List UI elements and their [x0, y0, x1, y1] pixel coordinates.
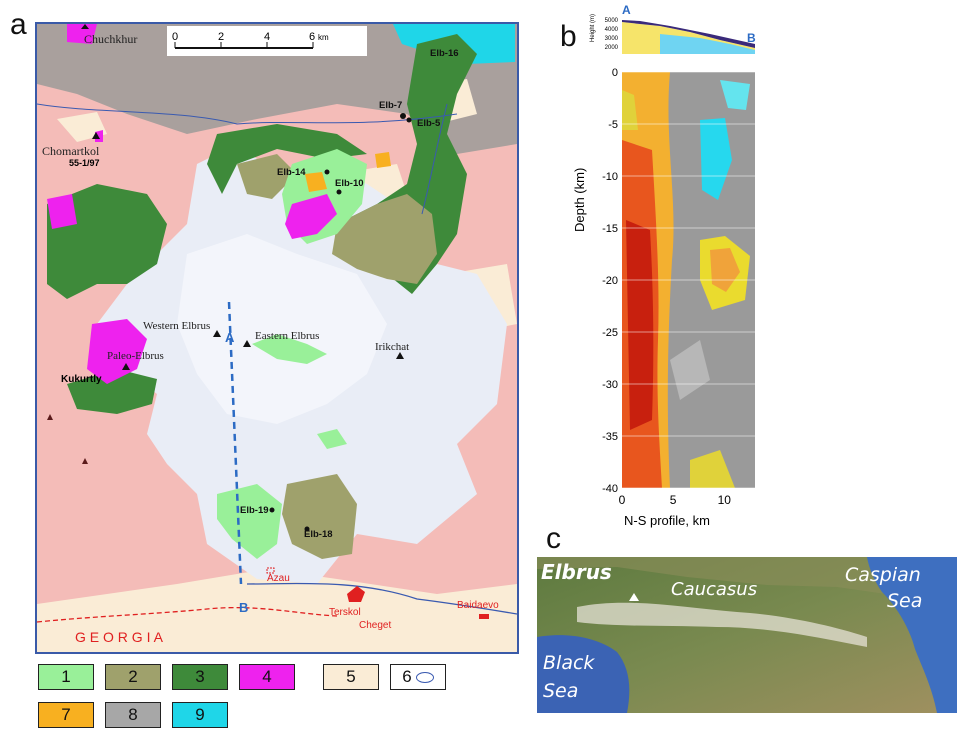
georgia-border: [37, 606, 338, 623]
label-caucasus: Caucasus: [671, 579, 757, 600]
caspian-sea: [867, 557, 957, 713]
peak-paleo-elbrus-icon: [122, 363, 130, 370]
scale-tick-6: 6: [309, 31, 315, 43]
label-caspian-line1: Caspian: [845, 564, 921, 586]
peak-western-elbrus-icon: [213, 330, 221, 337]
label-western-elbrus: Western Elbrus: [143, 320, 210, 332]
chart-profile-end: B: [747, 31, 756, 45]
sample-elb-5: Elb-5: [417, 118, 441, 129]
peak-chuchkhur-icon: [81, 24, 89, 29]
legend-item-6-label: 6: [402, 667, 412, 686]
y-axis-label: Depth (km): [572, 168, 587, 232]
peak-chomartkol-icon: [92, 132, 100, 139]
black-sea: [537, 635, 630, 713]
x-tick-label: 0: [619, 493, 626, 507]
panel-a-letter: a: [10, 8, 27, 41]
town-terskol-marker: [347, 586, 365, 602]
sample-elb-19: Elb-19: [240, 505, 269, 516]
sample-elb-16: Elb-16: [430, 48, 459, 59]
label-kukurtly: Kukurtly: [61, 374, 102, 385]
label-paleo-elbrus: Paleo-Elbrus: [107, 350, 164, 362]
label-elbrus: Elbrus: [541, 560, 612, 584]
elbrus-marker-icon: [629, 593, 639, 601]
legend-item-7: 7: [38, 702, 94, 728]
legend-item-4: 4: [239, 664, 295, 690]
sample-elb-10: Elb-10: [335, 178, 364, 189]
sample-elb-7: Elb-7: [379, 100, 402, 111]
height-axis-label: Height (m): [590, 14, 596, 42]
legend-item-8: 8: [105, 702, 161, 728]
y-tick-label: -10: [602, 171, 618, 183]
y-tick-label: -30: [602, 379, 618, 391]
chart-profile-start: A: [622, 3, 631, 17]
town-terskol: Terskol: [329, 607, 361, 618]
geological-map: A B 0 2 4 6 km Chuchkhur Chomartkol 55-1…: [35, 22, 519, 654]
unit-7-area: [305, 172, 327, 192]
unit-2-area: [332, 194, 437, 284]
height-axis: 5000 4000 3000 2000: [605, 18, 619, 51]
panel-b-letter: b: [560, 20, 577, 53]
y-tick-label: -5: [608, 119, 618, 131]
town-baidaevo-marker: [479, 614, 489, 619]
height-tick-label: 4000: [605, 27, 619, 33]
y-tick-label: -15: [602, 223, 618, 235]
chart-axes: 0-5-10-15-20-25-30-35-400 5 10: [602, 67, 755, 507]
y-tick-label: -25: [602, 327, 618, 339]
y-tick-label: -20: [602, 275, 618, 287]
y-tick-label: -40: [602, 483, 618, 495]
satellite-map: Elbrus Caucasus Caspian Sea Black Sea: [537, 557, 957, 713]
height-tick-label: 2000: [605, 45, 619, 51]
scale-tick-4: 4: [264, 31, 270, 43]
label-black-line2: Sea: [543, 680, 578, 702]
glacier-outline-icon: [415, 671, 434, 683]
unit-4-area: [285, 194, 337, 239]
sample-elb-18: Elb-18: [304, 529, 333, 540]
profile-end-b: B: [239, 600, 248, 615]
legend-item-3: 3: [172, 664, 228, 690]
caucasus-ridge: [577, 602, 867, 647]
legend-item-9: 9: [172, 702, 228, 728]
legend-item-2: 2: [105, 664, 161, 690]
town-cheget: Cheget: [359, 620, 391, 631]
height-tick-label: 3000: [605, 36, 619, 42]
town-azau-marker: [266, 567, 275, 574]
label-caspian-line2: Sea: [887, 590, 922, 612]
y-tick-label: 0: [612, 67, 618, 79]
scale-tick-2: 2: [218, 31, 224, 43]
scale-tick-0: 0: [172, 31, 178, 43]
panel-c-letter: c: [546, 522, 561, 555]
label-georgia: G E O R G I A: [75, 629, 164, 645]
label-eastern-elbrus: Eastern Elbrus: [255, 330, 319, 342]
unit-8-area: [37, 24, 517, 154]
x-tick-label: 10: [718, 493, 732, 507]
town-baidaevo: Baidaevo: [457, 600, 499, 611]
x-tick-label: 5: [670, 493, 677, 507]
label-irikchat: Irikchat: [375, 341, 409, 353]
y-tick-label: -35: [602, 431, 618, 443]
town-azau: Azau: [267, 573, 290, 584]
x-axis-label: N-S profile, km: [624, 513, 710, 528]
peak-irikchat-icon: [396, 352, 404, 359]
profile-end-a: A: [225, 330, 235, 345]
label-chomartkol-sample: 55-1/97: [69, 158, 100, 168]
scale-bar-box: [167, 26, 367, 56]
label-black-line1: Black: [543, 652, 595, 674]
label-chuchkhur: Chuchkhur: [84, 32, 137, 46]
legend-item-1: 1: [38, 664, 94, 690]
scale-unit: km: [318, 33, 329, 42]
legend-item-5: 5: [323, 664, 379, 690]
sample-elb-14: Elb-14: [277, 167, 306, 178]
legend-item-6: 6: [390, 664, 446, 690]
peak-eastern-elbrus-icon: [243, 340, 251, 347]
seismic-profile-chart: A B Height (m) 5000 4000 3000 2000 0 -5 -10 -1…: [560, 0, 770, 540]
label-chomartkol: Chomartkol: [42, 144, 100, 158]
height-tick-label: 5000: [605, 18, 619, 24]
